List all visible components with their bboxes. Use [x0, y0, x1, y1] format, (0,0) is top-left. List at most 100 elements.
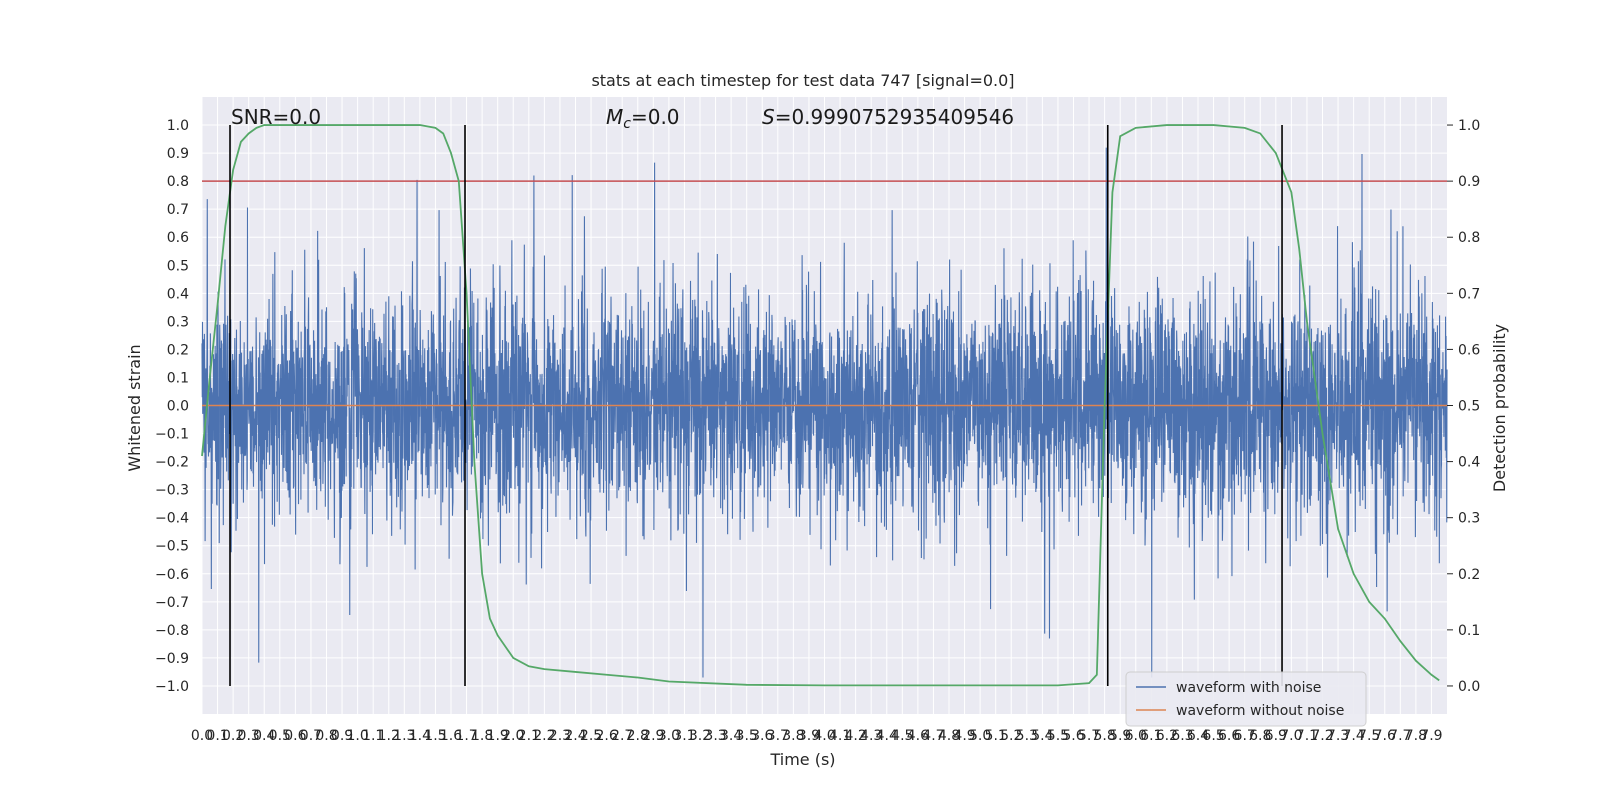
x-axis-ticks: 0.00.10.20.30.40.50.60.70.80.91.01.11.21…: [191, 728, 1443, 744]
x-tick-label: 6.4: [1187, 728, 1209, 744]
x-tick-label: 5.9: [1109, 728, 1131, 744]
y-tick-left-label: −0.8: [155, 623, 189, 639]
x-tick-label: 3.5: [736, 728, 758, 744]
x-tick-label: 2.2: [533, 728, 555, 744]
chart-title: stats at each timestep for test data 747…: [591, 71, 1014, 90]
y-tick-right-label: 0.5: [1458, 399, 1480, 415]
x-tick-label: 6.0: [1125, 728, 1147, 744]
y-tick-left-label: −0.7: [155, 595, 189, 611]
legend-entry-noise: waveform with noise: [1176, 680, 1321, 696]
x-tick-label: 0.1: [206, 728, 228, 744]
annotation-s: S=0.9990752935409546: [762, 105, 1014, 129]
x-tick-label: 3.4: [720, 728, 742, 744]
x-tick-label: 2.3: [549, 728, 571, 744]
annotation-mc: Mc=0.0: [606, 105, 680, 132]
annotation-mc-symbol: M: [606, 105, 623, 129]
y-tick-left-label: 0.7: [167, 202, 189, 218]
x-tick-label: 3.2: [689, 728, 711, 744]
x-tick-label: 6.2: [1156, 728, 1178, 744]
x-tick-label: 5.2: [1000, 728, 1022, 744]
x-tick-label: 2.7: [611, 728, 633, 744]
x-tick-label: 6.9: [1265, 728, 1287, 744]
x-tick-label: 0.7: [300, 728, 322, 744]
y-tick-left-label: −0.2: [155, 455, 189, 471]
annotation-s-symbol: S: [762, 105, 775, 129]
x-tick-label: 2.4: [564, 728, 586, 744]
y-tick-right-label: 0.4: [1458, 455, 1480, 471]
x-tick-label: 7.4: [1342, 728, 1364, 744]
x-axis-label: Time (s): [769, 750, 835, 769]
x-tick-label: 6.8: [1249, 728, 1271, 744]
y-tick-right-label: 0.8: [1458, 230, 1480, 246]
x-tick-label: 2.8: [627, 728, 649, 744]
x-tick-label: 6.7: [1234, 728, 1256, 744]
x-tick-label: 2.6: [595, 728, 617, 744]
y-tick-left-label: 0.0: [167, 399, 189, 415]
x-tick-label: 2.1: [518, 728, 540, 744]
y-axis-left-label: Whitened strain: [125, 344, 144, 471]
y-tick-left-label: −0.6: [155, 567, 189, 583]
y-tick-right-label: 0.9: [1458, 174, 1480, 190]
x-tick-label: 4.9: [953, 728, 975, 744]
x-tick-label: 4.1: [829, 728, 851, 744]
series-waveform-with-noise: [201, 147, 1448, 678]
x-tick-label: 5.6: [1062, 728, 1084, 744]
x-tick-label: 7.9: [1420, 728, 1442, 744]
noise-waveform-line: [201, 147, 1448, 678]
annotation-s-value: =0.9990752935409546: [775, 105, 1014, 129]
x-tick-label: 4.4: [876, 728, 898, 744]
x-tick-label: 7.5: [1358, 728, 1380, 744]
annotation-snr: SNR=0.0: [231, 105, 321, 129]
y-tick-left-label: −0.5: [155, 539, 189, 555]
y-tick-right-label: 1.0: [1458, 118, 1480, 134]
y-tick-left-label: 0.6: [167, 230, 189, 246]
x-tick-label: 0.2: [222, 728, 244, 744]
y-tick-right-label: 0.1: [1458, 623, 1480, 639]
x-tick-label: 6.5: [1202, 728, 1224, 744]
legend-entry-clean: waveform without noise: [1176, 703, 1344, 719]
y-tick-left-label: 0.8: [167, 174, 189, 190]
y-tick-left-label: 0.9: [167, 146, 189, 162]
x-tick-label: 6.6: [1218, 728, 1240, 744]
x-tick-label: 1.1: [362, 728, 384, 744]
y-tick-left-label: 0.5: [167, 258, 189, 274]
x-tick-label: 7.2: [1311, 728, 1333, 744]
x-tick-label: 4.7: [922, 728, 944, 744]
y-tick-left-label: 0.2: [167, 342, 189, 358]
x-tick-label: 1.4: [409, 728, 431, 744]
x-tick-label: 5.4: [1031, 728, 1053, 744]
x-tick-label: 7.1: [1296, 728, 1318, 744]
x-tick-label: 3.8: [782, 728, 804, 744]
y-tick-right-label: 0.7: [1458, 286, 1480, 302]
x-tick-label: 0.9: [331, 728, 353, 744]
x-tick-label: 1.9: [487, 728, 509, 744]
y-tick-right-label: 0.0: [1458, 679, 1480, 695]
x-tick-label: 7.3: [1327, 728, 1349, 744]
x-tick-label: 1.7: [455, 728, 477, 744]
series-detection-probability: [201, 124, 1440, 687]
x-tick-label: 6.3: [1171, 728, 1193, 744]
y-tick-left-label: −0.4: [155, 511, 189, 527]
x-tick-label: 7.0: [1280, 728, 1302, 744]
x-tick-label: 4.0: [813, 728, 835, 744]
x-tick-label: 2.5: [580, 728, 602, 744]
legend-box: [1125, 671, 1367, 727]
x-tick-label: 4.5: [891, 728, 913, 744]
x-tick-label: 0.8: [315, 728, 337, 744]
x-tick-label: 5.8: [1093, 728, 1115, 744]
x-tick-label: 5.3: [1016, 728, 1038, 744]
x-tick-label: 5.7: [1078, 728, 1100, 744]
x-tick-label: 7.6: [1374, 728, 1396, 744]
x-tick-label: 3.9: [798, 728, 820, 744]
y-tick-left-label: 1.0: [167, 118, 189, 134]
x-tick-label: 1.5: [424, 728, 446, 744]
x-tick-label: 0.0: [191, 728, 213, 744]
x-tick-label: 4.6: [907, 728, 929, 744]
x-tick-label: 4.3: [860, 728, 882, 744]
x-tick-label: 0.5: [269, 728, 291, 744]
x-tick-label: 6.1: [1140, 728, 1162, 744]
x-tick-label: 0.4: [253, 728, 275, 744]
y-axis-left-ticks: −1.0 −0.9 −0.8 −0.7 −0.6 −0.5 −0.4 −0.3 −0.2 −0.1…: [155, 118, 189, 695]
x-tick-label: 2.0: [502, 728, 524, 744]
